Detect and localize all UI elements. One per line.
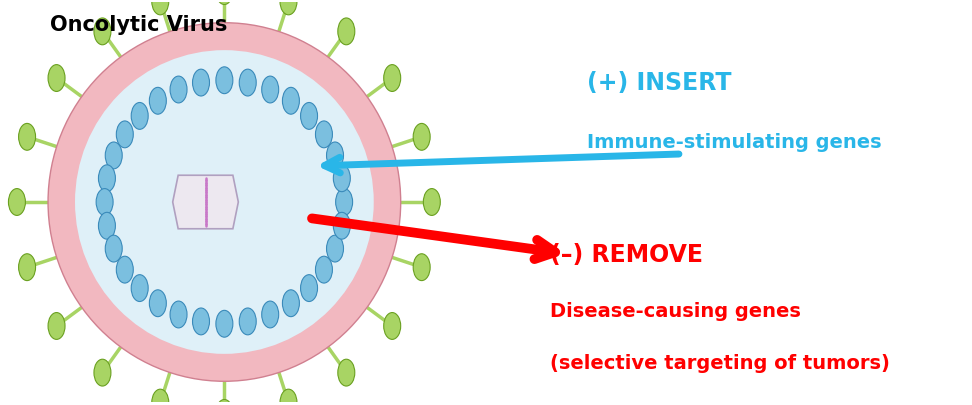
Ellipse shape xyxy=(96,189,113,216)
Ellipse shape xyxy=(150,290,166,317)
Ellipse shape xyxy=(316,257,332,283)
Ellipse shape xyxy=(131,275,148,302)
Text: (+) INSERT: (+) INSERT xyxy=(587,71,732,95)
Ellipse shape xyxy=(192,308,210,335)
Ellipse shape xyxy=(94,19,111,46)
Polygon shape xyxy=(173,176,238,229)
Ellipse shape xyxy=(105,143,122,169)
Ellipse shape xyxy=(316,122,332,148)
Ellipse shape xyxy=(105,236,122,262)
Text: Immune-stimulating genes: Immune-stimulating genes xyxy=(587,133,882,152)
Ellipse shape xyxy=(413,124,431,151)
Ellipse shape xyxy=(283,290,299,317)
Ellipse shape xyxy=(48,313,65,339)
Ellipse shape xyxy=(261,77,279,104)
Text: Disease-causing genes: Disease-causing genes xyxy=(550,301,801,320)
Ellipse shape xyxy=(283,88,299,115)
Ellipse shape xyxy=(48,66,65,92)
Ellipse shape xyxy=(424,189,440,216)
Ellipse shape xyxy=(300,275,318,302)
Ellipse shape xyxy=(280,389,297,405)
Ellipse shape xyxy=(333,213,350,240)
Ellipse shape xyxy=(216,399,233,405)
Ellipse shape xyxy=(216,0,233,6)
Ellipse shape xyxy=(152,0,169,16)
Ellipse shape xyxy=(338,359,355,386)
Ellipse shape xyxy=(327,236,343,262)
Ellipse shape xyxy=(413,254,431,281)
Ellipse shape xyxy=(384,66,400,92)
Ellipse shape xyxy=(117,257,133,283)
Ellipse shape xyxy=(170,301,187,328)
Ellipse shape xyxy=(239,308,257,335)
Ellipse shape xyxy=(117,122,133,148)
Ellipse shape xyxy=(384,313,400,339)
Ellipse shape xyxy=(216,68,233,94)
Ellipse shape xyxy=(131,103,148,130)
Ellipse shape xyxy=(239,70,257,97)
Ellipse shape xyxy=(216,311,233,337)
Ellipse shape xyxy=(150,88,166,115)
Ellipse shape xyxy=(333,165,350,192)
Ellipse shape xyxy=(75,51,374,354)
Ellipse shape xyxy=(9,189,25,216)
Ellipse shape xyxy=(192,70,210,97)
Ellipse shape xyxy=(98,213,116,240)
Ellipse shape xyxy=(94,359,111,386)
Ellipse shape xyxy=(280,0,297,16)
Ellipse shape xyxy=(98,165,116,192)
Ellipse shape xyxy=(18,254,36,281)
Ellipse shape xyxy=(152,389,169,405)
Ellipse shape xyxy=(261,301,279,328)
Ellipse shape xyxy=(327,143,343,169)
Text: (selective targeting of tumors): (selective targeting of tumors) xyxy=(550,353,889,372)
Ellipse shape xyxy=(300,103,318,130)
Text: Oncolytic Virus: Oncolytic Virus xyxy=(50,15,227,35)
Ellipse shape xyxy=(335,189,353,216)
Text: (–) REMOVE: (–) REMOVE xyxy=(550,243,703,266)
Ellipse shape xyxy=(48,23,400,382)
Ellipse shape xyxy=(18,124,36,151)
Ellipse shape xyxy=(170,77,187,104)
Ellipse shape xyxy=(338,19,355,46)
